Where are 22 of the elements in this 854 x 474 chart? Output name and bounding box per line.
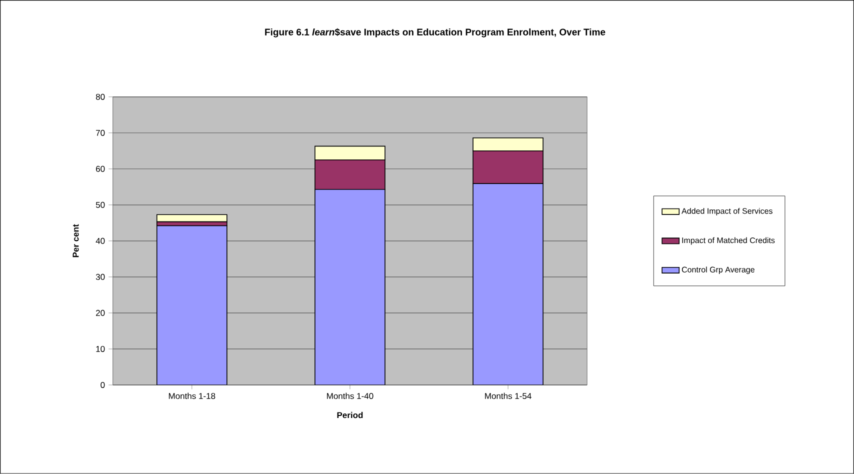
- legend-label: Control Grp Average: [682, 266, 754, 274]
- y-tick-label: 10: [96, 346, 105, 352]
- y-axis-title: Per cent: [72, 224, 79, 258]
- y-tick-label: 30: [96, 274, 105, 280]
- bar: [472, 183, 544, 386]
- chart-title: Figure 6.1 learn$save Impacts on Education Program Enrolment, Over Time: [265, 28, 606, 38]
- y-tick-label: 50: [96, 202, 105, 208]
- x-tick-label: Months 1-40: [327, 392, 374, 400]
- y-tick-label: 60: [96, 166, 105, 172]
- bar: [156, 225, 228, 386]
- y-tick-label: 40: [96, 238, 105, 244]
- bar: [314, 189, 386, 386]
- legend-label: Added Impact of Services: [682, 208, 772, 216]
- x-axis-title: Period: [337, 412, 363, 418]
- y-tick-label: 80: [96, 94, 105, 100]
- y-tick-label: 70: [96, 130, 105, 136]
- bar: [156, 214, 228, 222]
- x-tick-label: Months 1-18: [168, 392, 216, 400]
- x-tick-label: Months 1-54: [485, 392, 532, 400]
- y-tick-label: 20: [96, 310, 105, 316]
- legend-label: Impact of Matched Credits: [682, 237, 775, 245]
- y-tick-label: 0: [100, 382, 105, 388]
